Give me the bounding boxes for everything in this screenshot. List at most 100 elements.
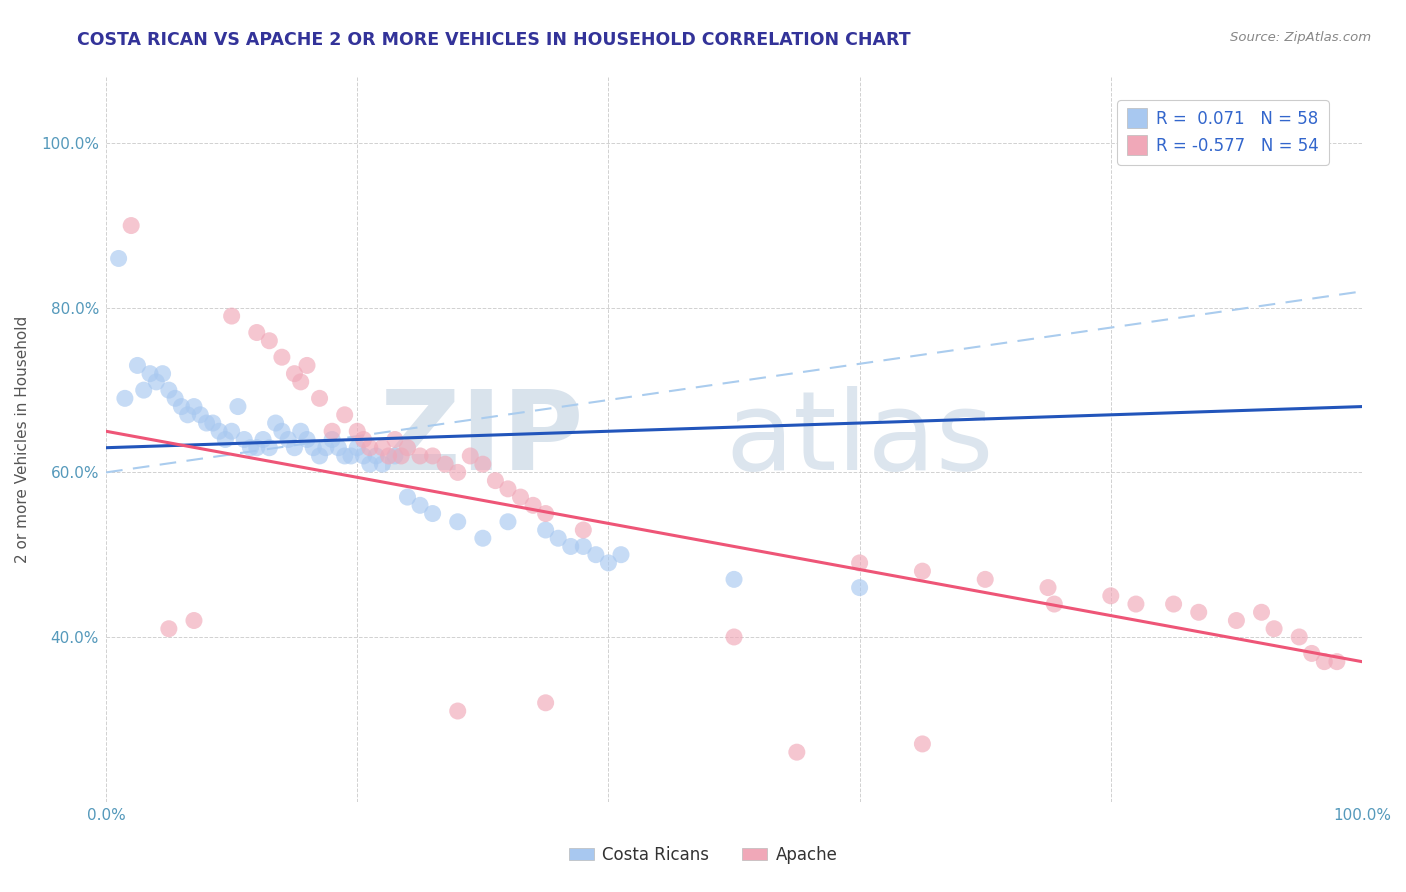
Point xyxy=(290,424,312,438)
Point xyxy=(221,424,243,438)
Point xyxy=(560,540,582,554)
Point xyxy=(572,540,595,554)
Point xyxy=(208,424,231,438)
Point xyxy=(1225,614,1247,628)
Point xyxy=(188,408,211,422)
Point xyxy=(259,334,281,348)
Text: Source: ZipAtlas.com: Source: ZipAtlas.com xyxy=(1230,31,1371,45)
Point xyxy=(221,309,243,323)
Point xyxy=(239,441,262,455)
Point xyxy=(353,449,375,463)
Point xyxy=(422,449,444,463)
Point xyxy=(246,441,269,455)
Point xyxy=(377,449,399,463)
Legend: R =  0.071   N = 58, R = -0.577   N = 54: R = 0.071 N = 58, R = -0.577 N = 54 xyxy=(1118,100,1329,165)
Point xyxy=(302,441,325,455)
Point xyxy=(384,449,406,463)
Point xyxy=(389,449,412,463)
Point xyxy=(409,449,432,463)
Point xyxy=(371,441,394,455)
Text: ZIP: ZIP xyxy=(380,386,583,493)
Point xyxy=(290,375,312,389)
Point xyxy=(283,367,305,381)
Point xyxy=(183,400,205,414)
Point xyxy=(233,433,256,447)
Point xyxy=(308,392,330,406)
Point xyxy=(509,490,531,504)
Point xyxy=(259,441,281,455)
Point xyxy=(522,498,544,512)
Point xyxy=(447,515,470,529)
Y-axis label: 2 or more Vehicles in Household: 2 or more Vehicles in Household xyxy=(15,316,30,563)
Point xyxy=(107,252,129,266)
Point xyxy=(1326,655,1348,669)
Point xyxy=(447,466,470,480)
Point xyxy=(534,507,557,521)
Point xyxy=(598,556,620,570)
Point xyxy=(610,548,633,562)
Point xyxy=(458,449,481,463)
Point xyxy=(911,737,934,751)
Point xyxy=(340,449,363,463)
Point xyxy=(139,367,162,381)
Point xyxy=(315,441,337,455)
Point xyxy=(132,383,155,397)
Point xyxy=(723,573,745,587)
Point xyxy=(1263,622,1285,636)
Point xyxy=(409,498,432,512)
Point xyxy=(364,449,387,463)
Point xyxy=(120,219,142,233)
Point xyxy=(328,441,350,455)
Point xyxy=(471,457,494,471)
Point xyxy=(346,424,368,438)
Point xyxy=(974,573,997,587)
Point xyxy=(176,408,198,422)
Point xyxy=(848,581,870,595)
Point xyxy=(1288,630,1310,644)
Point xyxy=(572,523,595,537)
Point xyxy=(321,433,343,447)
Point xyxy=(145,375,167,389)
Point xyxy=(848,556,870,570)
Point xyxy=(484,474,506,488)
Point xyxy=(434,457,457,471)
Point xyxy=(585,548,607,562)
Point xyxy=(346,441,368,455)
Point xyxy=(422,507,444,521)
Point xyxy=(283,441,305,455)
Text: COSTA RICAN VS APACHE 2 OR MORE VEHICLES IN HOUSEHOLD CORRELATION CHART: COSTA RICAN VS APACHE 2 OR MORE VEHICLES… xyxy=(77,31,911,49)
Legend: Costa Ricans, Apache: Costa Ricans, Apache xyxy=(562,839,844,871)
Point xyxy=(534,523,557,537)
Point xyxy=(1125,597,1147,611)
Point xyxy=(786,745,808,759)
Point xyxy=(1163,597,1185,611)
Point xyxy=(264,416,287,430)
Point xyxy=(157,383,180,397)
Point xyxy=(534,696,557,710)
Point xyxy=(183,614,205,628)
Point xyxy=(246,326,269,340)
Point xyxy=(547,531,569,545)
Point xyxy=(295,433,318,447)
Point xyxy=(114,392,136,406)
Point xyxy=(195,416,218,430)
Point xyxy=(226,400,249,414)
Point xyxy=(496,482,519,496)
Point xyxy=(1099,589,1122,603)
Point xyxy=(911,564,934,578)
Point xyxy=(1043,597,1066,611)
Point xyxy=(295,359,318,373)
Point xyxy=(447,704,470,718)
Point xyxy=(396,490,419,504)
Point xyxy=(496,515,519,529)
Point xyxy=(723,630,745,644)
Point xyxy=(1301,647,1323,661)
Point xyxy=(201,416,224,430)
Point xyxy=(165,392,187,406)
Text: atlas: atlas xyxy=(725,386,994,493)
Point xyxy=(127,359,149,373)
Point xyxy=(308,449,330,463)
Point xyxy=(396,441,419,455)
Point xyxy=(359,457,381,471)
Point xyxy=(270,350,292,364)
